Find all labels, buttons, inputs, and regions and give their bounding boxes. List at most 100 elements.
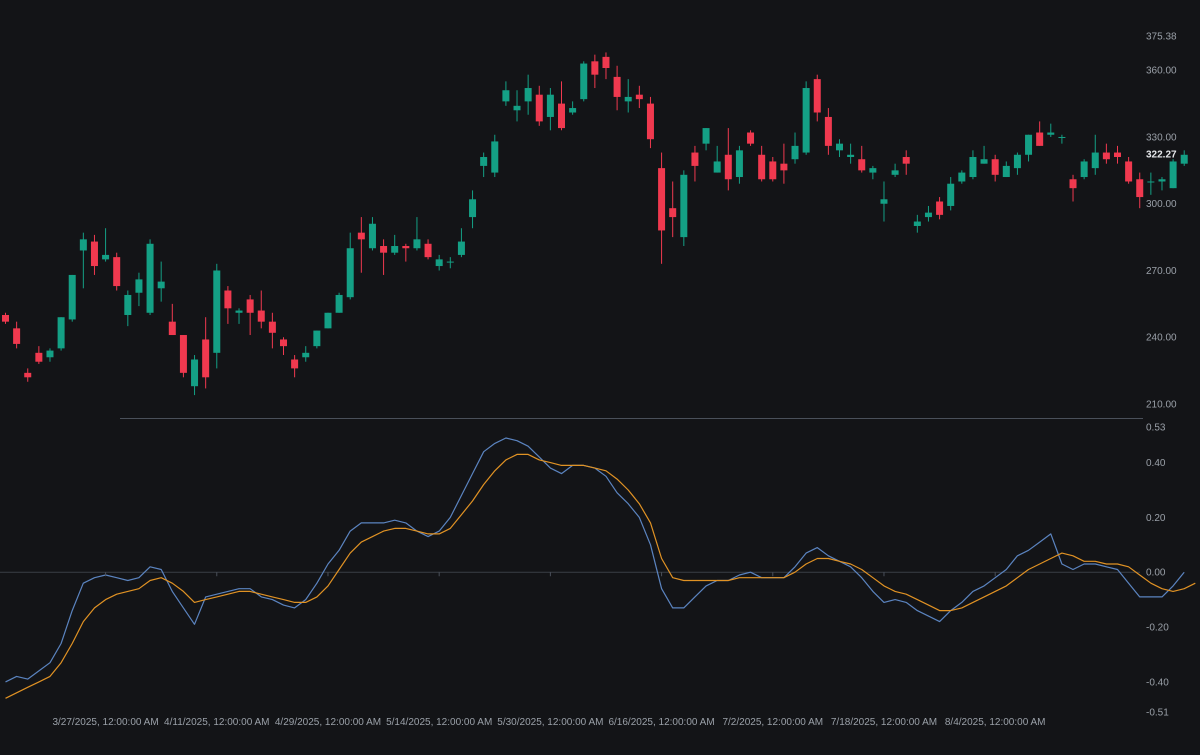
candle-body	[224, 290, 232, 309]
oscillator-tick-label: -0.40	[1146, 677, 1169, 688]
candle-body	[24, 372, 32, 378]
candle	[980, 145, 988, 164]
candle-body	[1080, 161, 1088, 178]
oscillator-tick-label: 0.00	[1146, 568, 1166, 579]
candle-body	[280, 339, 287, 347]
candle	[780, 143, 788, 184]
candle	[713, 145, 721, 173]
oscillator-tick-label: 0.40	[1146, 458, 1166, 469]
candle-body	[446, 261, 454, 263]
candle	[646, 96, 654, 149]
candle-body	[569, 108, 577, 113]
candle-body	[1180, 154, 1188, 164]
candle-body	[713, 161, 721, 173]
candle-body	[291, 359, 299, 369]
candle	[146, 239, 154, 315]
candle-body	[191, 359, 199, 387]
candle-body	[735, 150, 743, 178]
candle-body	[958, 172, 966, 182]
candle	[413, 217, 421, 251]
oscillator-tick-label: 0.20	[1146, 513, 1166, 524]
candle	[24, 368, 32, 382]
candle-body	[35, 352, 43, 362]
candle-body	[902, 157, 910, 164]
time-tick-label: 7/2/2025, 12:00:00 AM	[722, 717, 823, 728]
candle-body	[1069, 179, 1077, 189]
candle	[68, 274, 76, 322]
candle	[546, 88, 554, 131]
candle-body	[624, 96, 632, 102]
candle	[747, 130, 755, 146]
candle	[1180, 150, 1188, 166]
candle-body	[691, 152, 699, 166]
oscillator-lines	[5, 437, 1196, 699]
time-tick-label: 4/29/2025, 12:00:00 AM	[275, 717, 381, 728]
candle-body	[747, 132, 755, 144]
candle-body	[724, 154, 732, 180]
candle	[491, 134, 499, 178]
candle-body	[802, 88, 810, 153]
time-tick-label: 8/4/2025, 12:00:00 AM	[945, 717, 1046, 728]
candle-body	[680, 174, 688, 238]
candle-body	[980, 159, 988, 164]
candle	[1158, 177, 1166, 191]
oscillator-slow-line	[5, 453, 1196, 699]
candle	[847, 143, 855, 164]
candle	[157, 261, 165, 302]
candle-body	[947, 183, 955, 206]
candle-body	[124, 294, 132, 315]
candle-body	[769, 161, 777, 180]
candle	[469, 190, 477, 229]
candle	[1125, 157, 1133, 184]
oscillator-tick-label: -0.20	[1146, 623, 1169, 634]
candle-body	[135, 279, 143, 293]
candle	[836, 139, 843, 158]
candle	[268, 312, 276, 349]
candle	[2, 312, 9, 324]
candle	[635, 85, 643, 109]
candle	[524, 74, 532, 115]
candle	[1025, 134, 1033, 162]
candle	[913, 214, 921, 233]
candle-body	[168, 321, 176, 336]
candle-body	[346, 248, 354, 298]
price-pane	[2, 52, 1188, 396]
candle	[669, 181, 677, 238]
candle-body	[213, 270, 221, 353]
candle-body	[302, 352, 310, 358]
candle-body	[424, 243, 432, 258]
candle	[869, 165, 877, 180]
candle	[313, 330, 321, 349]
candle-body	[368, 223, 376, 249]
candle-body	[836, 143, 843, 151]
candle	[213, 263, 221, 369]
candle	[802, 81, 810, 155]
candle	[90, 234, 98, 275]
candle-body	[1169, 161, 1177, 189]
candle	[724, 128, 732, 191]
candle	[658, 152, 666, 264]
candle	[102, 228, 110, 262]
candle-body	[1091, 152, 1099, 169]
candle-body	[157, 281, 165, 289]
candle-body	[324, 312, 332, 329]
candle	[947, 177, 955, 211]
candle	[602, 52, 610, 80]
candle	[402, 243, 410, 262]
candle-body	[558, 103, 565, 129]
candle	[613, 65, 621, 111]
candle	[1013, 152, 1021, 175]
candle	[924, 205, 932, 222]
candle-body	[457, 241, 465, 255]
candle-body	[991, 159, 999, 175]
candle	[46, 348, 54, 362]
candle	[124, 290, 132, 327]
candle-body	[1102, 152, 1110, 160]
price-tick-label: 240.00	[1146, 333, 1177, 344]
candle-body	[591, 61, 599, 75]
candle-body	[268, 321, 276, 333]
candle	[1080, 159, 1088, 180]
candle-body	[858, 159, 866, 171]
